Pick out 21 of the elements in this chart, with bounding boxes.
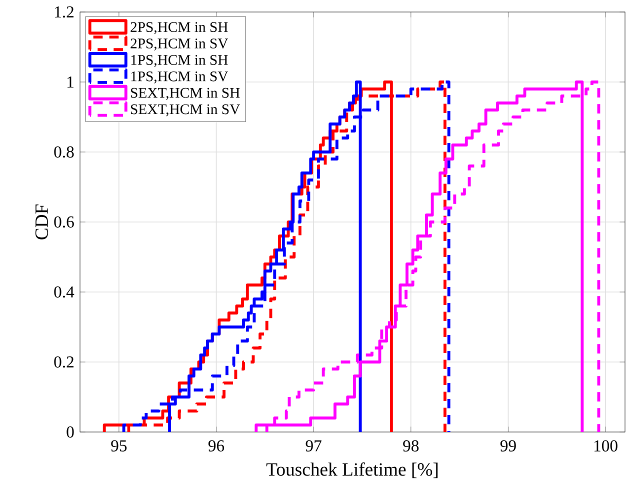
x-axis-title: Touschek Lifetime [%] — [266, 462, 438, 478]
legend-label: 2PS,HCM in SV — [130, 38, 228, 51]
x-tick-label: 97 — [306, 440, 322, 452]
y-tick-label: 0.8 — [54, 146, 74, 158]
y-tick-label: 0 — [66, 426, 74, 438]
y-tick-label: 1 — [68, 76, 74, 88]
x-tick-label: 95 — [111, 440, 127, 452]
y-tick-label: 0.6 — [54, 216, 74, 228]
y-tick-label: 0.4 — [54, 286, 74, 298]
legend-label: 1PS,HCM in SV — [131, 71, 228, 84]
x-tick-label: 98 — [403, 440, 419, 452]
y-axis-title: CDF — [35, 204, 48, 240]
y-tick-label: 1.2 — [55, 6, 74, 18]
legend-label: SEXT,HCM in SH — [131, 88, 240, 100]
x-tick-label: 100 — [594, 440, 618, 452]
legend-label: SEXT,HCM in SV — [131, 104, 240, 116]
legend-label: 2PS,HCM in SH — [130, 22, 228, 34]
y-tick-label: 0.2 — [54, 356, 74, 368]
legend-label: 1PS,HCM in SH — [131, 55, 228, 67]
x-tick-label: 96 — [208, 440, 224, 452]
x-tick-label: 99 — [500, 440, 516, 452]
